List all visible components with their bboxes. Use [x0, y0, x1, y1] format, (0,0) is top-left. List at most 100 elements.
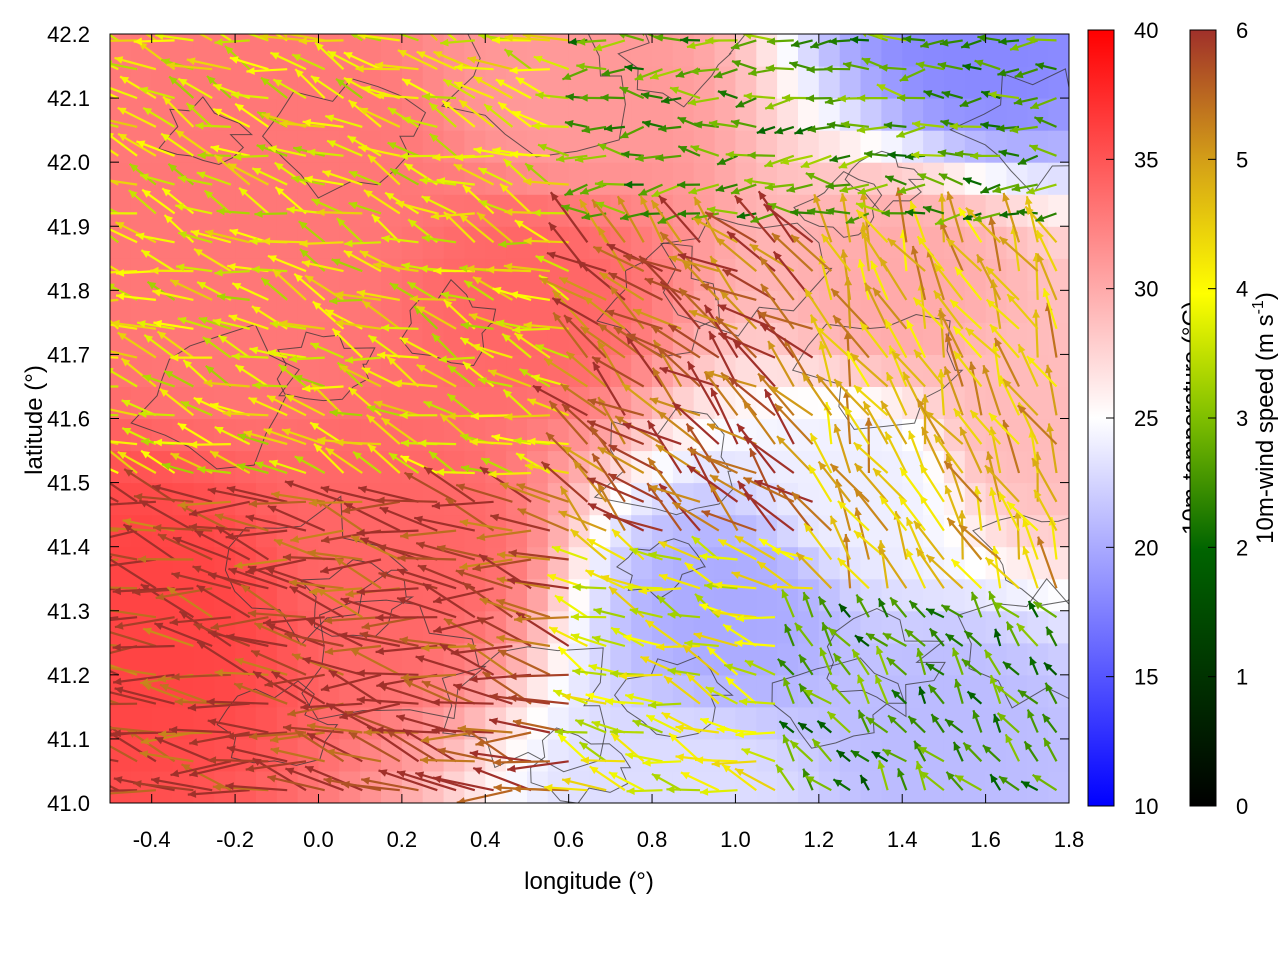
wind-arrow-shaft [1002, 419, 1021, 474]
wind-arrow-head [328, 670, 338, 678]
temperature-cell [923, 386, 945, 420]
wind-arrow-head [672, 402, 682, 411]
wind-arrow-head [429, 451, 438, 460]
wind-arrow-head [711, 388, 719, 397]
temperature-cell [1048, 642, 1069, 676]
wind-arrow-head [1035, 62, 1045, 70]
wind-arrow-head [896, 130, 906, 138]
wind-arrow-shaft [294, 729, 345, 763]
temperature-cell [860, 514, 882, 548]
temperature-cell [610, 386, 632, 420]
wind-arrow-shaft [456, 789, 513, 803]
wind-arrow-shaft [234, 558, 288, 568]
wind-arrow-head [734, 536, 744, 544]
wind-arrow-head [492, 758, 501, 767]
wind-arrow-shaft [559, 485, 589, 532]
wind-arrow-shaft [419, 758, 475, 763]
wind-arrow-head [805, 776, 815, 784]
temperature-cell [985, 642, 1007, 676]
wind-arrow-shaft [323, 616, 382, 623]
wind-arrow-head [169, 726, 178, 734]
wind-arrow-head [404, 8, 413, 17]
wind-arrow-head [1021, 781, 1031, 789]
wind-arrow-head [404, 163, 414, 172]
wind-arrow-head [882, 749, 892, 757]
wind-arrow-head [864, 417, 873, 426]
wind-arrow-head [916, 648, 924, 658]
wind-arrow-head [464, 728, 474, 737]
wind-arrow-head [1022, 546, 1030, 556]
wind-arrow-head [786, 185, 796, 193]
wind-arrow-head [514, 615, 523, 624]
temperature-cell [589, 226, 611, 259]
wind-arrow-head [950, 299, 959, 309]
temperature-cell [151, 450, 174, 484]
wind-arrow-head [552, 290, 561, 299]
wind-arrow-head [400, 531, 409, 540]
wind-arrow-head [460, 433, 469, 442]
wind-arrow-shaft [685, 423, 720, 474]
wind-arrow-shaft [702, 455, 757, 475]
temperature-cell [443, 450, 465, 484]
temperature-cell [964, 66, 987, 99]
contour-line [660, 215, 833, 337]
wind-arrow-head [535, 91, 544, 100]
wind-arrow-head [495, 319, 505, 328]
wind-arrow-head [860, 322, 869, 331]
wind-arrow-head [193, 623, 203, 631]
wind-arrow-shaft [795, 551, 833, 590]
wind-arrow-head [307, 148, 316, 157]
temperature-cell [1027, 738, 1049, 772]
wind-arrow-head [691, 536, 701, 545]
wind-arrow-head [1032, 774, 1042, 783]
wind-arrow-head [157, 534, 167, 542]
temperature-cell [172, 194, 194, 227]
wind-arrow-head [118, 133, 128, 142]
wind-arrow-head [261, 112, 271, 121]
wind-arrow-shaft [667, 323, 720, 359]
wind-arrow-shaft [110, 207, 119, 215]
wind-arrow-shaft [150, 778, 213, 792]
wind-arrow-head [761, 284, 769, 293]
wind-arrow-head [960, 427, 968, 436]
wind-arrow-shaft [659, 366, 720, 388]
wind-arrow-head [1018, 344, 1026, 354]
temperature-cell [756, 98, 778, 131]
wind-arrow-head [68, 699, 77, 707]
wind-arrow-head [212, 318, 222, 326]
wind-arrow-head [417, 564, 427, 573]
wind-arrow-head [378, 769, 388, 777]
wind-arrow-head [980, 121, 989, 130]
x-tick-label: 0.6 [553, 827, 584, 852]
wind-arrow-shaft [703, 304, 739, 359]
wind-arrow-shaft [402, 728, 457, 763]
wind-arrow-head [959, 524, 968, 533]
x-tick-label: 0.8 [637, 827, 668, 852]
temperature-cell [464, 66, 486, 99]
wind-arrow-shaft [110, 123, 119, 128]
wind-arrow-head [744, 493, 754, 502]
temperature-cell [1048, 226, 1069, 259]
wind-arrow-head [687, 361, 696, 371]
wind-arrow-head [810, 433, 818, 443]
wind-arrow-head [917, 398, 925, 408]
wind-arrow-head [475, 739, 485, 747]
temperature-cell [777, 322, 799, 355]
wind-arrow-head [93, 404, 102, 412]
wind-arrow-head [153, 524, 162, 532]
wind-arrow-shaft [207, 631, 269, 648]
wind-arrow-head [325, 114, 335, 122]
wind-arrow-shaft [608, 444, 664, 474]
wind-arrow-head [780, 157, 790, 165]
wind-arrow-head [847, 350, 855, 360]
wind-arrow-head [248, 397, 258, 405]
temperature-cell [297, 450, 319, 484]
wind-arrow-head [735, 768, 744, 776]
wind-arrow-shaft [110, 86, 138, 100]
wind-arrow-head [588, 503, 597, 511]
wind-arrow-head [523, 237, 532, 245]
wind-arrow-head [843, 330, 852, 340]
wind-arrow-head [99, 790, 107, 798]
wind-arrow-head [1036, 253, 1045, 263]
wind-arrow-shaft [206, 700, 269, 705]
